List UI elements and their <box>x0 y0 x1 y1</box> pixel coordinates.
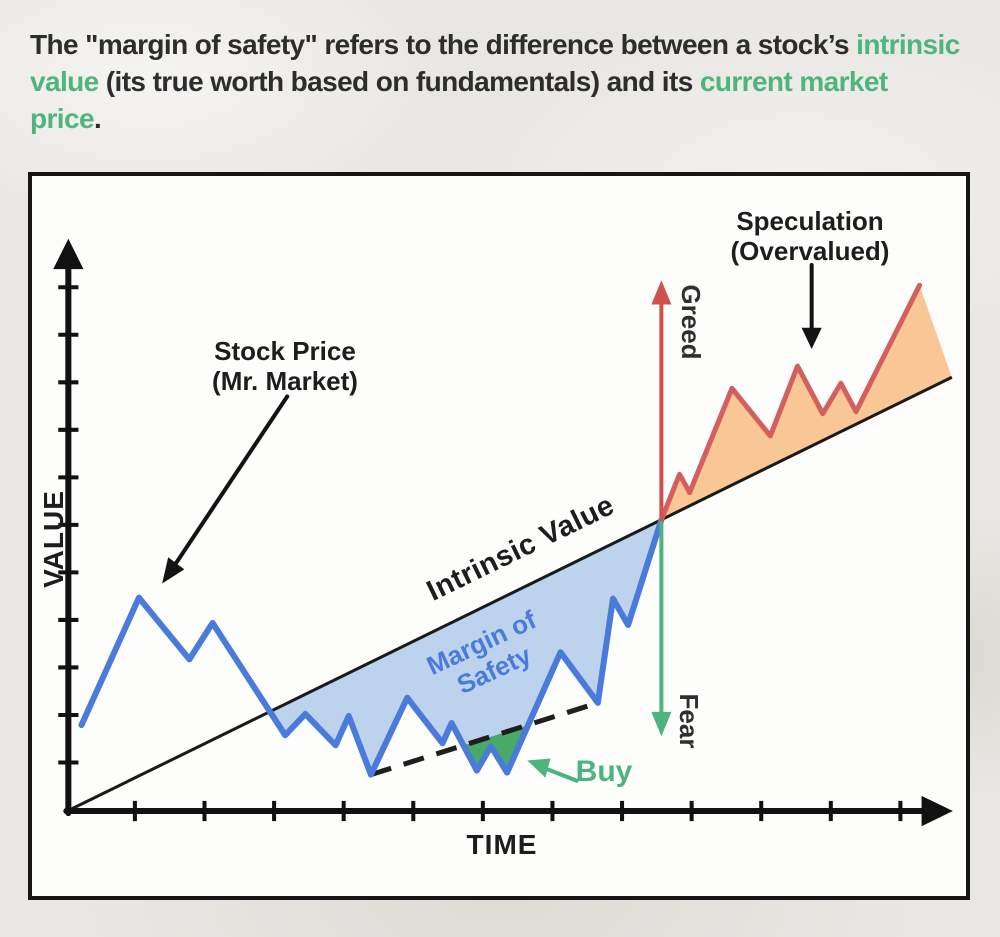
heading-highlight-market-price: current market price <box>30 65 888 134</box>
x-axis-arrowhead-icon <box>921 795 953 827</box>
heading-highlight-intrinsic-value: intrinsic value <box>30 29 960 97</box>
stock-price-annotation-arrow <box>169 394 290 573</box>
support-dashed-line <box>370 700 599 778</box>
heading-segment: The "margin of safety" refers to the dif… <box>30 29 857 60</box>
y-axis-ticks <box>58 285 79 765</box>
fear-label: Fear <box>673 693 704 749</box>
stock-price-arrowhead-icon <box>162 557 185 584</box>
greed-label: Greed <box>675 284 706 360</box>
x-axis-ticks <box>132 800 903 822</box>
speculation-label-line1: Speculation <box>736 206 884 237</box>
speculation-arrowhead-icon <box>801 327 822 349</box>
speculation-area <box>661 285 952 520</box>
fear-arrowhead-icon <box>651 711 672 737</box>
buy-arrowhead-icon <box>527 758 551 778</box>
margin-of-safety-area <box>270 519 662 775</box>
speculation-label: Speculation (Overvalued) <box>730 206 890 267</box>
heading-segment: . <box>93 102 102 134</box>
x-axis-label: TIME <box>466 828 538 860</box>
heading-segment: (its true worth based on fundamentals) a… <box>98 65 700 97</box>
greed-arrowhead-icon <box>651 280 672 305</box>
intrinsic-value-line <box>68 375 953 812</box>
stock-price-label-line2: (Mr. Market) <box>212 366 358 396</box>
speculation-price-line <box>658 282 923 523</box>
stock-price-label-line1: Stock Price <box>214 336 356 367</box>
speculation-label-line2: (Overvalued) <box>730 236 890 266</box>
stock-price-label: Stock Price (Mr. Market) <box>212 336 358 397</box>
y-axis-label: VALUE <box>37 490 69 588</box>
stock-price-line <box>78 516 665 778</box>
chart-canvas <box>53 238 953 827</box>
buy-label: Buy <box>575 754 633 788</box>
y-axis-arrowhead-icon <box>53 238 84 270</box>
heading-text: The "margin of safety" refers to the dif… <box>30 27 960 138</box>
